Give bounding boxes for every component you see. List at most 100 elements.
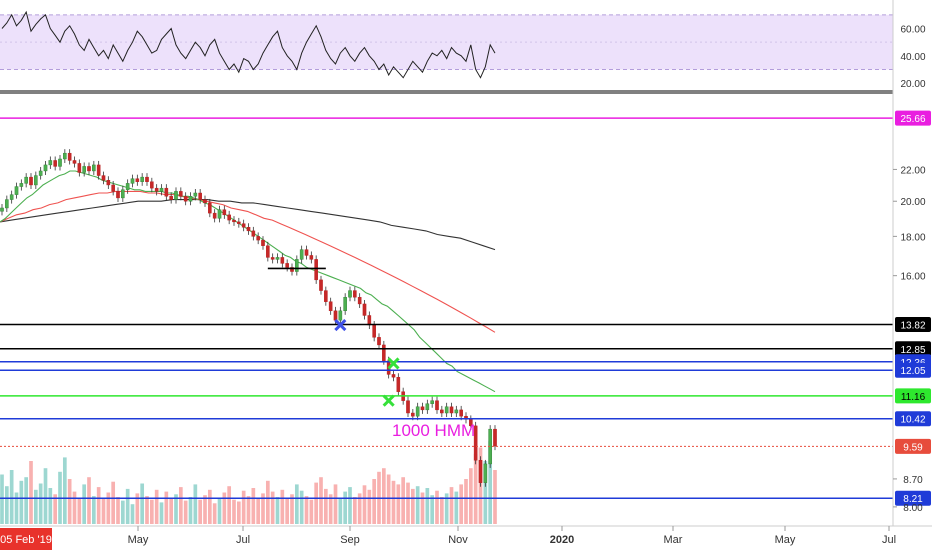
- time-tick-label: Mar: [664, 534, 683, 546]
- volume-bar: [406, 482, 410, 524]
- candle-body: [449, 406, 454, 414]
- level-tag: [895, 362, 931, 378]
- volume-bar: [227, 486, 232, 524]
- candle-body: [121, 189, 125, 199]
- sma-mid-line: [0, 190, 496, 333]
- volume-bar: [198, 499, 203, 524]
- candle-body: [314, 259, 318, 281]
- candle-body: [299, 249, 304, 260]
- time-tick-label: Jul: [882, 534, 896, 546]
- candle-body: [285, 263, 289, 268]
- volume-bar: [116, 497, 120, 524]
- candle-body: [106, 180, 111, 186]
- volume-bar: [372, 479, 377, 524]
- volume-bar: [77, 497, 82, 524]
- volume-bar: [439, 497, 444, 524]
- candle-body: [101, 175, 106, 181]
- volume-bar: [352, 497, 357, 524]
- candle-body: [333, 310, 338, 321]
- volume-bar: [140, 483, 145, 524]
- candle-body: [63, 152, 67, 160]
- volume-bar: [33, 489, 38, 524]
- volume-bar: [183, 500, 188, 524]
- volume-bar: [299, 490, 304, 524]
- volume-bar: [357, 493, 362, 524]
- volume-bar: [367, 489, 372, 524]
- candle-body: [237, 221, 241, 224]
- volume-bar: [174, 494, 178, 524]
- start-date-tag: [0, 528, 52, 550]
- candle-body: [493, 428, 497, 447]
- candle-body: [53, 160, 57, 167]
- volume-bar: [19, 480, 24, 524]
- volume-bar: [285, 497, 290, 524]
- candle-body: [159, 187, 164, 192]
- candle-body: [411, 412, 415, 417]
- volume-bar: [159, 502, 164, 524]
- blue-x-marker-stroke: [334, 318, 347, 332]
- candle-body: [87, 166, 91, 172]
- candle-body: [174, 191, 178, 200]
- volume-bar: [154, 489, 159, 524]
- candle-body: [304, 249, 309, 256]
- candle-body: [150, 181, 154, 189]
- green-x-marker: [382, 394, 395, 407]
- level-tag: [895, 411, 931, 427]
- sma-long-line: [0, 199, 496, 251]
- time-tick-label: Sep: [340, 534, 360, 546]
- volume-bar: [120, 500, 125, 524]
- price-tick-label: 8.00: [903, 503, 923, 514]
- candle-body: [58, 158, 62, 167]
- candle-body: [232, 219, 236, 223]
- price-tick-label: 18.00: [900, 232, 925, 243]
- volume-bar: [14, 492, 19, 524]
- candle-body: [319, 279, 323, 291]
- annotation-text: 1000 HMM: [392, 421, 475, 440]
- level-label: 12.05: [900, 366, 925, 377]
- volume-bar: [241, 490, 246, 524]
- price-axis-labels: 25.6613.8212.8512.3612.0511.1610.429.598…: [893, 25, 931, 514]
- candle-body: [473, 425, 478, 461]
- level-tag: [895, 110, 931, 126]
- green-x-marker: [387, 357, 400, 370]
- volume-bar: [4, 486, 9, 524]
- volume-bar: [396, 484, 401, 524]
- volume-bar: [169, 497, 174, 524]
- candle-body: [324, 290, 328, 302]
- candle-body: [396, 377, 401, 392]
- volume-bar: [488, 441, 493, 524]
- volume-bar: [420, 492, 425, 524]
- candle-body: [183, 196, 188, 202]
- volume-bar: [53, 494, 58, 524]
- volume-bar: [493, 470, 497, 524]
- candle-body: [372, 324, 376, 338]
- candle-body: [5, 199, 9, 209]
- candle-body: [430, 400, 434, 404]
- sma-short-line: [0, 170, 496, 393]
- candle-body: [203, 199, 207, 204]
- time-tick-label: May: [128, 534, 149, 546]
- level-label: 10.42: [900, 415, 925, 426]
- candle-body: [241, 223, 246, 228]
- candle-body: [82, 166, 86, 173]
- candle-body: [19, 183, 24, 187]
- volume-bar: [38, 483, 43, 524]
- level-label: 8.21: [903, 494, 923, 505]
- candle-body: [353, 290, 357, 298]
- candle-body: [275, 257, 280, 260]
- level-label: 13.82: [900, 321, 925, 332]
- volume-bar: [468, 468, 473, 524]
- volume-bar: [381, 468, 386, 524]
- candle-body: [9, 194, 14, 200]
- volume-bar: [290, 494, 294, 524]
- level-label: 12.85: [900, 345, 925, 356]
- volume-bar: [72, 491, 77, 524]
- volume-bar: [251, 488, 256, 524]
- time-tick-label: May: [775, 534, 796, 546]
- green-x-marker-stroke: [382, 394, 395, 407]
- volume-bar: [401, 477, 406, 524]
- candle-body: [406, 400, 410, 414]
- volume-bar: [444, 493, 449, 524]
